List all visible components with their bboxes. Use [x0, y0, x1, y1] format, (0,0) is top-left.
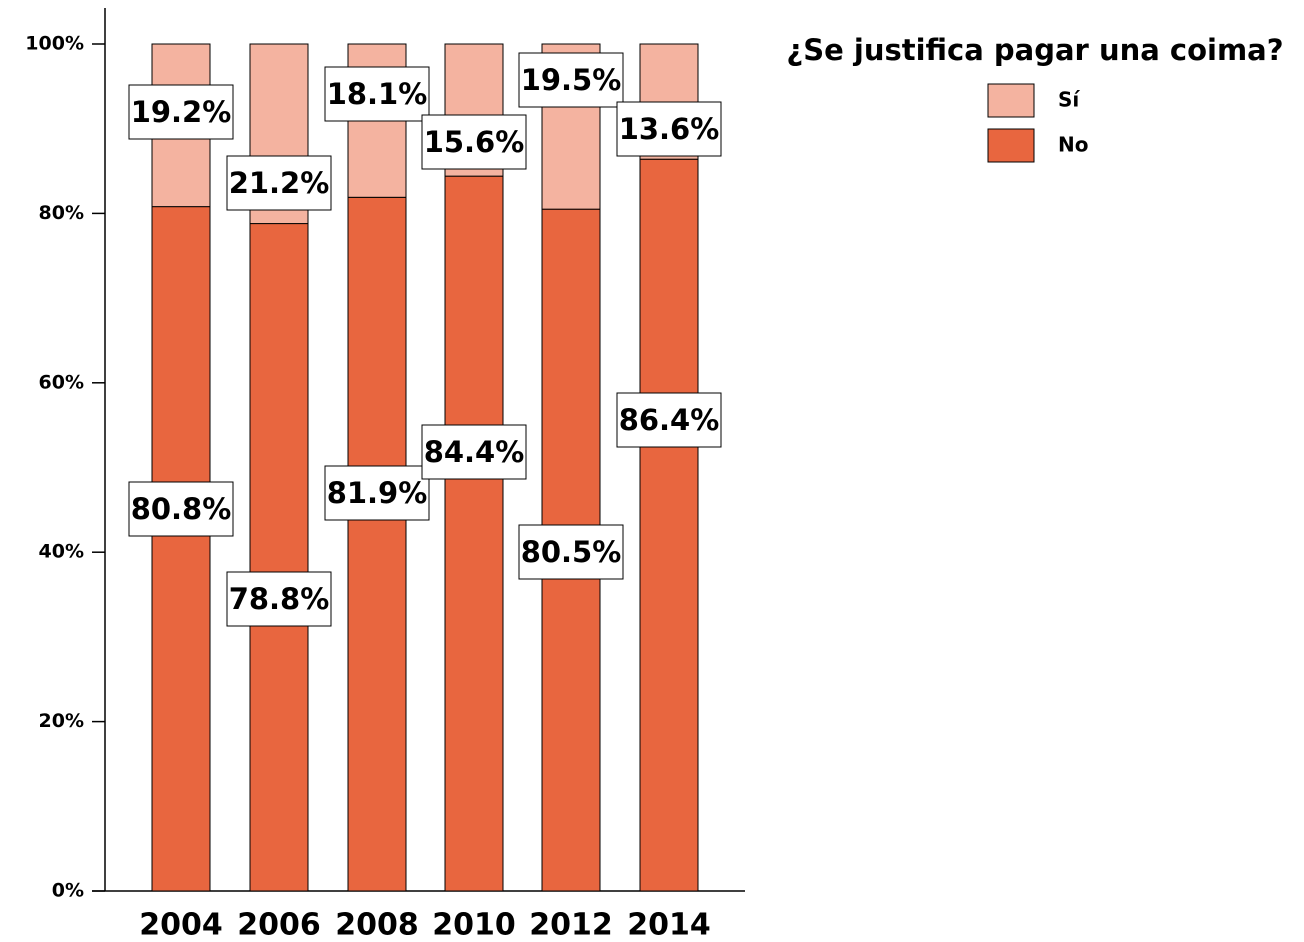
- legend-title: ¿Se justifica pagar una coima?: [786, 33, 1283, 67]
- y-tick-label: 40%: [39, 541, 84, 563]
- data-label: 86.4%: [619, 403, 720, 437]
- data-label: 21.2%: [229, 166, 330, 200]
- label-box: [226, 155, 332, 211]
- y-tick-label: 100%: [25, 33, 84, 55]
- data-label: 80.5%: [521, 535, 622, 569]
- x-tick-label: 2014: [627, 908, 711, 942]
- y-tick-label: 80%: [39, 202, 84, 224]
- label-box: [226, 571, 332, 627]
- x-tick-label: 2006: [237, 908, 321, 942]
- data-label: 80.8%: [131, 492, 232, 526]
- bar-segment: [249, 223, 309, 892]
- x-tick-label: 2008: [335, 908, 419, 942]
- data-label: 84.4%: [424, 435, 525, 469]
- x-tick-label: 2004: [139, 908, 223, 942]
- data-label: 15.6%: [424, 125, 525, 159]
- label-box: [616, 101, 722, 157]
- data-label: 13.6%: [619, 112, 720, 146]
- data-label: 19.5%: [521, 63, 622, 97]
- label-box: [128, 84, 234, 140]
- data-label: 19.2%: [131, 95, 232, 129]
- label-box: [421, 114, 527, 170]
- y-tick-label: 60%: [39, 371, 84, 393]
- data-label: 81.9%: [327, 476, 428, 510]
- label-box: [518, 524, 624, 580]
- bar-segment: [444, 175, 504, 892]
- y-tick-label: 0%: [52, 880, 84, 902]
- x-tick-label: 2012: [529, 908, 613, 942]
- bar-segment: [347, 196, 407, 892]
- label-box: [324, 66, 430, 122]
- data-label: 78.8%: [229, 582, 330, 616]
- data-label: 18.1%: [327, 77, 428, 111]
- label-box: [421, 424, 527, 480]
- legend-label: Sí: [1058, 88, 1080, 112]
- legend-swatch: [987, 83, 1035, 118]
- label-box: [616, 392, 722, 448]
- bar-segment: [639, 158, 699, 892]
- label-box: [324, 465, 430, 521]
- label-box: [518, 52, 624, 108]
- legend-label: No: [1058, 133, 1088, 157]
- y-tick-label: 20%: [39, 710, 84, 732]
- legend-swatch: [987, 128, 1035, 163]
- x-tick-label: 2010: [432, 908, 516, 942]
- label-box: [128, 481, 234, 537]
- bar-segment: [151, 206, 211, 892]
